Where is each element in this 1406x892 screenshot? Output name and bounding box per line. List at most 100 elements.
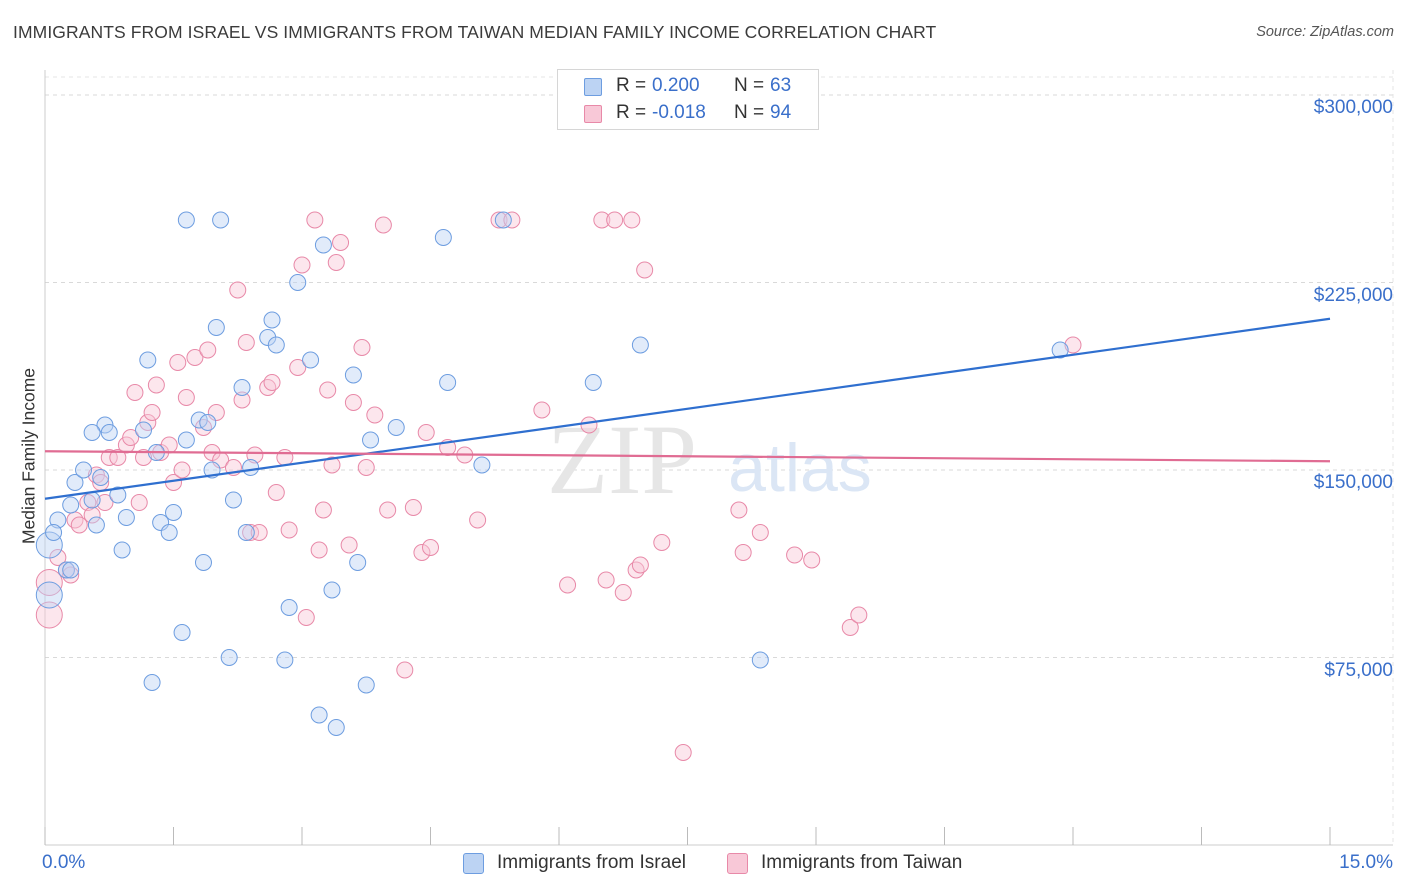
data-point bbox=[490, 211, 508, 229]
data-point bbox=[417, 424, 435, 441]
legend-swatch-taiwan bbox=[584, 105, 602, 123]
data-point bbox=[730, 501, 748, 519]
data-point bbox=[126, 384, 144, 401]
data-point bbox=[135, 421, 153, 439]
bottom-legend-label-israel: Immigrants from Israel bbox=[497, 852, 686, 873]
bottom-legend-swatch-israel bbox=[463, 853, 484, 874]
y-axis-label: Median Family Income bbox=[18, 367, 39, 545]
data-point bbox=[100, 449, 118, 466]
data-point bbox=[289, 274, 307, 291]
data-point bbox=[177, 389, 195, 406]
legend-r-label: R = bbox=[616, 102, 647, 123]
data-point bbox=[396, 661, 414, 679]
data-point bbox=[340, 536, 358, 554]
stats-legend: R = 0.200 N = 63 R = -0.018 N = 94 bbox=[557, 69, 819, 130]
data-point bbox=[314, 236, 332, 254]
axes bbox=[44, 70, 1393, 846]
data-point bbox=[160, 524, 178, 541]
data-point bbox=[473, 456, 491, 474]
data-point bbox=[422, 539, 439, 556]
data-point bbox=[280, 521, 298, 539]
data-point bbox=[87, 516, 105, 534]
data-point bbox=[199, 341, 217, 359]
data-point bbox=[310, 706, 328, 724]
data-point bbox=[173, 461, 191, 479]
data-point bbox=[66, 474, 84, 491]
data-point bbox=[237, 524, 255, 541]
data-point bbox=[344, 394, 362, 411]
watermark-zip: ZIP bbox=[547, 404, 697, 515]
data-point bbox=[302, 351, 320, 369]
data-point bbox=[237, 334, 255, 351]
data-point bbox=[841, 619, 859, 636]
x-tick-min: 0.0% bbox=[42, 852, 86, 873]
data-point bbox=[242, 524, 260, 541]
data-point bbox=[194, 554, 212, 571]
data-point bbox=[327, 254, 345, 271]
data-point bbox=[674, 744, 692, 761]
data-point bbox=[35, 531, 63, 559]
data-point bbox=[306, 211, 324, 229]
data-point bbox=[636, 261, 654, 279]
series-israel-points bbox=[35, 211, 1069, 736]
data-point bbox=[319, 381, 337, 399]
data-point bbox=[349, 554, 367, 571]
trend-line-taiwan bbox=[44, 450, 1331, 463]
source-label: Source: ZipAtlas.com bbox=[1256, 24, 1394, 40]
bottom-legend-swatch-taiwan bbox=[727, 853, 748, 874]
data-point bbox=[100, 424, 118, 441]
data-point bbox=[70, 516, 88, 534]
data-point bbox=[263, 311, 281, 329]
data-point bbox=[250, 524, 268, 541]
data-point bbox=[177, 431, 195, 449]
data-point bbox=[263, 374, 281, 391]
data-point bbox=[169, 354, 187, 371]
data-point bbox=[139, 351, 157, 369]
data-point bbox=[212, 211, 230, 229]
data-point bbox=[143, 404, 161, 421]
data-point bbox=[469, 511, 487, 529]
data-point bbox=[113, 541, 131, 559]
data-point bbox=[229, 281, 247, 299]
data-point bbox=[751, 651, 769, 669]
data-point bbox=[199, 414, 217, 431]
y-tick-label: $300,000 bbox=[1313, 97, 1393, 118]
data-point bbox=[177, 211, 195, 229]
data-point bbox=[267, 336, 285, 354]
data-point bbox=[143, 674, 161, 691]
data-point bbox=[439, 374, 457, 391]
data-point bbox=[293, 256, 311, 274]
data-point bbox=[606, 211, 624, 229]
trend-lines bbox=[44, 317, 1331, 500]
legend-swatch-israel bbox=[584, 78, 602, 96]
data-point bbox=[173, 624, 191, 641]
bottom-legend-label-taiwan: Immigrants from Taiwan bbox=[761, 852, 963, 873]
data-point bbox=[109, 449, 127, 466]
data-point bbox=[850, 606, 868, 624]
data-point bbox=[357, 459, 375, 476]
data-point bbox=[323, 456, 341, 474]
data-point bbox=[404, 499, 422, 516]
legend-n-label: N = bbox=[734, 75, 765, 96]
data-point bbox=[233, 379, 251, 396]
data-point bbox=[233, 391, 251, 409]
data-point bbox=[117, 509, 135, 526]
data-point bbox=[503, 211, 521, 229]
data-point bbox=[614, 584, 632, 601]
data-point bbox=[379, 501, 397, 519]
data-point bbox=[803, 551, 821, 569]
data-point bbox=[92, 469, 110, 486]
data-point bbox=[533, 401, 551, 419]
watermark-atlas: atlas bbox=[728, 430, 872, 506]
data-point bbox=[357, 676, 375, 694]
legend-n-label: N = bbox=[734, 102, 765, 123]
data-point bbox=[310, 541, 328, 559]
data-point bbox=[623, 211, 641, 229]
data-point bbox=[83, 491, 101, 509]
data-point bbox=[1064, 336, 1082, 354]
legend-n-value-israel: 63 bbox=[770, 75, 792, 96]
data-point bbox=[267, 484, 285, 501]
data-point bbox=[584, 374, 602, 391]
data-point bbox=[49, 511, 67, 529]
data-point bbox=[83, 506, 101, 524]
